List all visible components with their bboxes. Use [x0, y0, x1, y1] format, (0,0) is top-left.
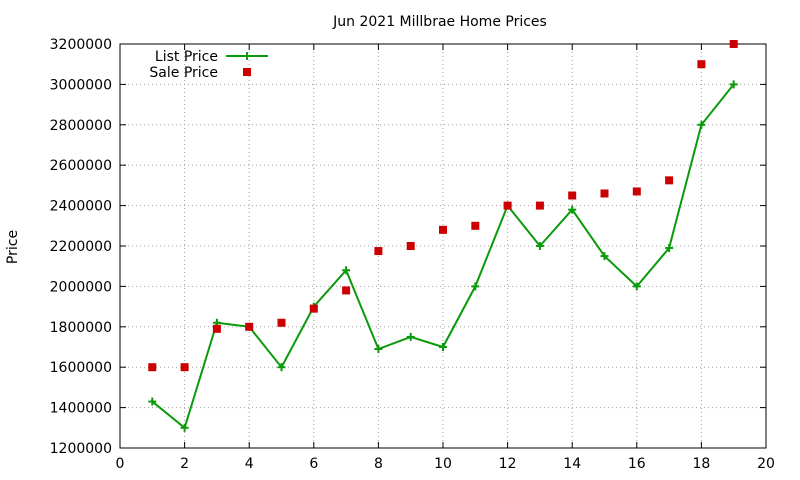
y-tick-label: 1800000: [50, 320, 112, 336]
x-tick-label: 8: [374, 456, 383, 472]
grid-lines: [120, 44, 766, 448]
chart-title: Jun 2021 Millbrae Home Prices: [332, 14, 547, 30]
sale-price-point: [309, 304, 318, 313]
y-tick-label: 1200000: [50, 441, 112, 457]
sale-price-point: [148, 363, 157, 372]
list-price-point: [697, 120, 706, 129]
y-tick-label: 1400000: [50, 401, 112, 417]
x-tick-label: 20: [757, 456, 775, 472]
y-tick-label: 2400000: [50, 199, 112, 215]
y-tick-label: 2000000: [50, 279, 112, 295]
list-price-point: [665, 244, 674, 253]
list-price-point: [374, 345, 383, 354]
sale-price-point: [342, 286, 351, 295]
data-series: [148, 40, 738, 432]
x-tick-label: 2: [180, 456, 189, 472]
plot-frame: [119, 43, 767, 449]
x-tick-label: 10: [434, 456, 452, 472]
y-tick-label: 3200000: [50, 37, 112, 53]
list-price-point: [148, 397, 157, 406]
sale-price-point: [277, 318, 286, 327]
x-tick-label: 6: [309, 456, 318, 472]
x-tick-label: 12: [499, 456, 517, 472]
list-price-point: [632, 282, 641, 291]
list-price-point: [180, 423, 189, 432]
y-axis-label: Price: [5, 230, 21, 264]
sale-price-point: [729, 40, 738, 48]
list-price-point: [600, 252, 609, 261]
y-tick-label: 1600000: [50, 360, 112, 376]
sale-price-point: [503, 201, 512, 210]
list-price-point: [568, 205, 577, 214]
x-tick-label: 14: [563, 456, 581, 472]
list-price-point: [729, 80, 738, 89]
axis-ticks: 0 2 4 6 8 10 12 14 16 18 20 1200000 1400000 1600000 18…: [50, 37, 775, 472]
legend-label: List Price: [155, 49, 218, 65]
legend-label: Sale Price: [149, 65, 218, 81]
list-price-point: [535, 242, 544, 250]
sale-price-point: [406, 242, 415, 250]
sale-price-point: [374, 247, 383, 256]
list-price-point: [406, 332, 415, 341]
x-tick-label: 16: [628, 456, 646, 472]
sale-price-point: [665, 176, 674, 185]
list-price-point: [439, 343, 447, 351]
sale-price-point: [568, 191, 577, 200]
legend-plus-swatch: [243, 52, 251, 60]
sale-price-point: [697, 60, 706, 69]
sale-price-point: [180, 363, 189, 372]
list-price-point: [471, 282, 480, 291]
sale-price-point: [535, 201, 544, 210]
y-tick-label: 3000000: [50, 77, 112, 93]
x-tick-label: 18: [692, 456, 710, 472]
legend-square-swatch: [243, 68, 251, 76]
sale-price-point: [439, 225, 447, 234]
list-price-point: [277, 363, 286, 372]
sale-price-point: [212, 324, 221, 333]
sale-price-point: [471, 221, 480, 230]
series-sale-price: [148, 40, 738, 372]
x-tick-label: 0: [116, 456, 125, 472]
y-tick-label: 2800000: [50, 118, 112, 134]
y-tick-label: 2600000: [50, 158, 112, 174]
sale-price-point: [245, 322, 254, 331]
sale-price-point: [632, 187, 641, 196]
sale-price-point: [600, 189, 609, 198]
list-price-point: [342, 266, 351, 275]
y-tick-label: 2200000: [50, 239, 112, 255]
x-tick-label: 4: [245, 456, 254, 472]
